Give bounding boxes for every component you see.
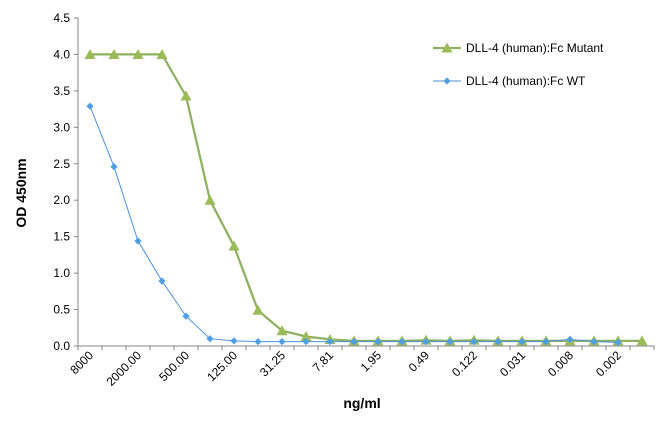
- data-point: [422, 338, 430, 346]
- data-point: [182, 312, 190, 320]
- legend-label: DLL-4 (human):Fc Mutant: [466, 41, 604, 55]
- data-point: [180, 90, 192, 101]
- data-point: [204, 194, 216, 205]
- data-point: [252, 304, 264, 315]
- data-point: [278, 338, 286, 346]
- data-point: [134, 237, 142, 245]
- x-tick-label: 7.81: [310, 348, 337, 375]
- data-point: [228, 240, 240, 251]
- y-tick-label: 4.5: [53, 11, 70, 25]
- data-point: [86, 102, 94, 110]
- data-point: [542, 338, 550, 346]
- data-point: [566, 335, 574, 344]
- plot-area: [77, 18, 654, 347]
- legend-swatch-marker: [441, 42, 453, 53]
- y-tick-label: 2.0: [53, 193, 70, 207]
- x-axis: 8000 2000.00 500.00 125.00 31.25 7.81 1.95 0.49…: [67, 346, 655, 389]
- data-point: [326, 338, 334, 346]
- x-tick-label: 0.002: [593, 348, 624, 379]
- x-tick-label: 0.031: [497, 348, 528, 379]
- data-point: [398, 338, 406, 346]
- y-tick-label: 1.5: [53, 230, 70, 244]
- data-point: [84, 48, 96, 59]
- x-tick-label: 2000.00: [104, 348, 145, 389]
- data-point: [108, 48, 120, 59]
- data-point: [158, 277, 166, 285]
- data-point: [590, 338, 598, 346]
- data-point: [300, 331, 312, 342]
- series-layer: [84, 48, 648, 346]
- x-tick-label: 31.25: [257, 348, 288, 379]
- legend-item: DLL-4 (human):Fc Mutant: [433, 41, 604, 55]
- data-point: [494, 338, 502, 346]
- legend-label: DLL-4 (human):Fc WT: [466, 74, 586, 88]
- y-tick-label: 4.0: [53, 47, 70, 61]
- y-tick-label: 0.0: [53, 339, 70, 353]
- x-tick-label: 500.00: [156, 348, 192, 384]
- data-point: [254, 338, 262, 346]
- series-1: [84, 48, 648, 346]
- data-point: [156, 48, 168, 59]
- data-point: [276, 325, 288, 336]
- y-tick-label: 1.0: [53, 266, 70, 280]
- y-tick-label: 0.5: [53, 303, 70, 317]
- x-tick-label: 8000: [67, 348, 96, 377]
- legend-swatch-marker: [443, 77, 451, 85]
- data-point: [350, 338, 358, 346]
- legend: DLL-4 (human):Fc Mutant DLL-4 (human):Fc …: [433, 41, 604, 88]
- data-point: [230, 337, 238, 345]
- data-point: [636, 335, 648, 346]
- series-line: [90, 53, 642, 343]
- data-point: [518, 338, 526, 346]
- data-point: [470, 338, 478, 346]
- data-point: [302, 338, 310, 346]
- data-point: [374, 338, 382, 346]
- y-axis-title: OD 450nm: [13, 158, 29, 227]
- legend-item: DLL-4 (human):Fc WT: [433, 74, 586, 88]
- series-line: [89, 106, 619, 343]
- y-axis: 0.0 0.5 1.0 1.5 2.0 2.5 3.0 3.5 4.0 4.5: [53, 11, 78, 353]
- y-tick-label: 3.5: [53, 84, 70, 98]
- data-point: [614, 338, 622, 346]
- x-tick-label: 1.95: [358, 348, 385, 375]
- x-tick-label: 0.008: [545, 348, 576, 379]
- x-axis-title: ng/ml: [343, 395, 380, 411]
- y-tick-label: 3.0: [53, 120, 70, 134]
- x-tick-label: 0.122: [449, 348, 480, 379]
- x-tick-label: 0.49: [406, 348, 433, 375]
- data-point: [206, 335, 214, 343]
- data-point: [110, 163, 118, 171]
- data-point: [446, 338, 454, 346]
- y-tick-label: 2.5: [53, 157, 70, 171]
- x-tick-label: 125.00: [204, 348, 240, 384]
- data-point: [132, 48, 144, 59]
- series-2: [86, 102, 622, 346]
